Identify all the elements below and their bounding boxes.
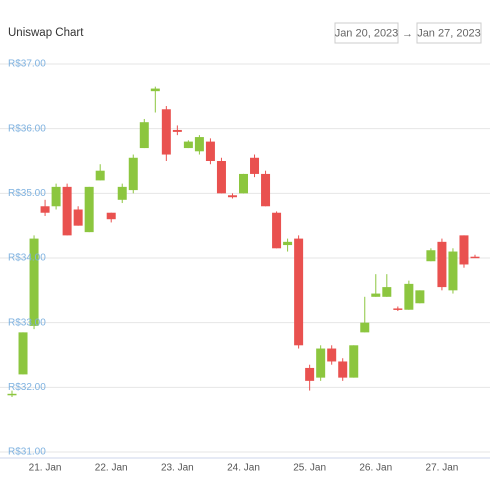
candle-body [117,186,127,200]
candle-body [349,345,359,378]
date-to[interactable]: Jan 27, 2023 [417,27,481,39]
x-tick-label: 26. Jan [359,463,392,474]
candle-body [316,348,326,378]
candle-body [194,137,204,152]
candle-body [29,238,39,326]
candle-body [294,238,304,346]
x-tick-label: 21. Jan [29,463,62,474]
candle-body [360,322,370,333]
candle-body [84,186,94,233]
date-from-box[interactable] [334,22,399,44]
candle-body [305,367,315,381]
x-tick-label: 23. Jan [161,463,194,474]
candle-body [283,241,293,246]
x-tick-label: 22. Jan [95,463,128,474]
candle-body [216,161,226,194]
x-tick-label: 24. Jan [227,463,260,474]
candle-body [183,141,193,149]
candle-body [415,290,425,304]
candle-body [327,348,337,362]
candle-body [459,235,469,265]
candle-body [73,209,83,226]
candle-body [371,293,381,297]
candle-body [250,157,260,174]
candle-body [470,256,480,259]
candle-body [18,332,28,375]
candle-body [51,186,61,207]
candle-body [426,250,436,262]
candle-body [128,157,138,191]
candle-body [172,129,182,132]
candle-body [437,241,447,288]
plot [7,86,480,398]
y-tick-label: R$37.00 [8,59,46,70]
candle-body [205,141,215,161]
candle-body [227,195,237,198]
candle-body [338,361,348,378]
candle-body [106,212,116,220]
candle-body [272,212,282,249]
candle-body [239,173,248,194]
candle-body [161,109,171,155]
candle-body [393,308,403,310]
x-tick-label: 27. Jan [426,463,459,474]
y-tick-label: R$33.00 [8,317,46,328]
y-tick-label: R$34.00 [8,253,46,264]
y-tick-label: R$36.00 [8,123,46,134]
candle-body [62,186,72,236]
grid [0,63,490,453]
date-to-box[interactable] [416,22,482,44]
candle-body [448,251,458,291]
candle-body [261,173,271,207]
candle-body [7,393,17,396]
y-tick-label: R$31.00 [8,447,46,458]
candle-body [382,287,392,297]
y-tick-label: R$35.00 [8,188,46,199]
candle-body [95,170,105,181]
labels: R$31.00 R$32.00 R$33.00 R$34.00 R$35.00 R$36.… [8,59,458,474]
candle-body [139,122,149,149]
candle-body [150,88,160,92]
date-from[interactable]: Jan 20, 2023 [335,27,399,39]
x-tick-label: 25. Jan [293,463,326,474]
chart-title: Uniswap Chart [8,27,84,39]
range-separator: → [402,28,413,40]
y-tick-label: R$32.00 [8,382,46,393]
candle-body [404,283,414,310]
candle-body [40,206,50,213]
